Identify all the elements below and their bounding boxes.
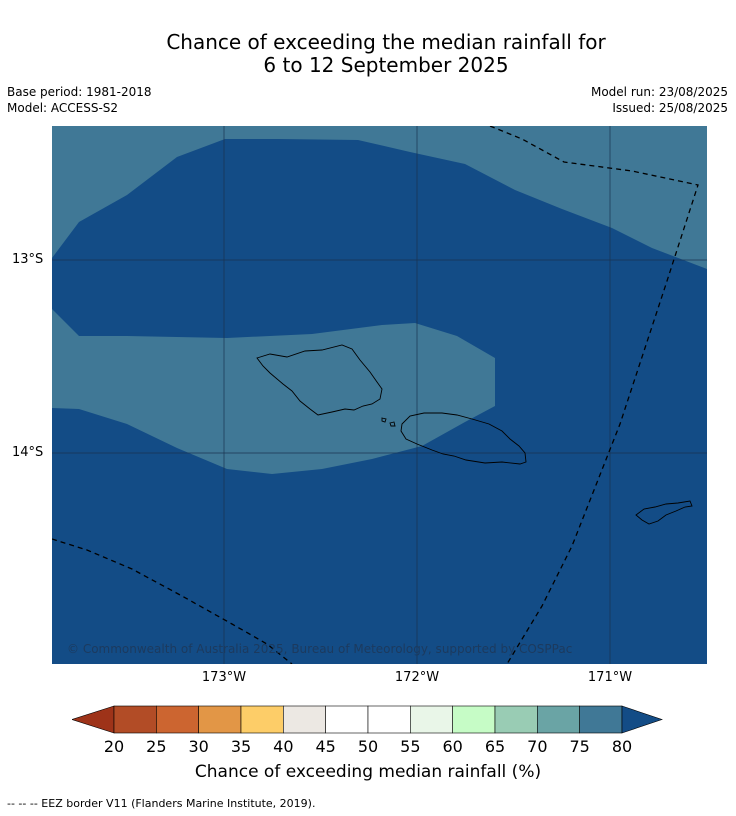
graticule — [52, 126, 707, 664]
colorbar-cell — [410, 705, 453, 734]
chart-title: Chance of exceeding the median rainfall … — [0, 31, 736, 77]
manono-islet — [389, 421, 396, 427]
colorbar-cell — [198, 705, 242, 734]
colorbar-label: Chance of exceeding median rainfall (%) — [194, 762, 542, 782]
band-75-80-central — [52, 309, 495, 474]
eez-border — [52, 126, 699, 664]
colorbar-tick-label: 40 — [273, 737, 294, 756]
lat-label-13s: 13°S — [12, 252, 44, 267]
meta-left: Base period: 1981-2018 Model: ACCESS-S2 — [7, 84, 152, 116]
colorbar-cell — [579, 705, 623, 734]
colorbar-tick-label: 45 — [315, 737, 336, 756]
lon-label-173w: 173°W — [201, 670, 247, 685]
colorbar-cell — [283, 705, 326, 734]
band-75-80-north — [52, 126, 707, 269]
base-period: Base period: 1981-2018 — [7, 85, 152, 99]
colorbar-cell — [494, 705, 538, 734]
colorbar-cell — [452, 705, 496, 734]
tutuila-island — [635, 500, 693, 525]
colorbar-tick-label: 25 — [146, 737, 167, 756]
meta-right: Model run: 23/08/2025 Issued: 25/08/2025 — [591, 84, 728, 116]
colorbar-tick-label: 70 — [527, 737, 548, 756]
colorbar-cell — [367, 705, 411, 734]
title-line-2: 6 to 12 September 2025 — [263, 53, 509, 77]
forecast-map[interactable] — [52, 126, 707, 664]
issued-date: Issued: 25/08/2025 — [612, 101, 728, 115]
colorbar-cell — [156, 705, 199, 734]
model-run: Model run: 23/08/2025 — [590, 85, 728, 99]
title-line-1: Chance of exceeding the median rainfall … — [166, 30, 606, 54]
apolima-islet — [381, 417, 387, 423]
colorbar-cell — [113, 705, 157, 734]
eez-footnote: -- -- -- EEZ border V11 (Flanders Marine… — [7, 797, 316, 810]
colorbar-cell — [240, 705, 284, 734]
colorbar-cell — [537, 705, 580, 734]
colorbar-tick-label: 60 — [442, 737, 463, 756]
colorbar-tick-label: 20 — [103, 737, 125, 756]
colorbar-tick-label: 75 — [569, 737, 590, 756]
model-name: Model: ACCESS-S2 — [7, 101, 119, 115]
colorbar-tick-label: 30 — [188, 737, 209, 756]
lon-label-171w: 171°W — [587, 670, 633, 685]
colorbar-tick-label: 35 — [230, 737, 252, 756]
colorbar-tick-label: 50 — [357, 737, 379, 756]
colorbar-tick-label: 55 — [400, 737, 421, 756]
copyright-notice: © Commonwealth of Australia 2025, Bureau… — [67, 642, 573, 656]
lat-label-14s: 14°S — [12, 445, 44, 460]
savaii-island — [256, 344, 383, 416]
upolu-island — [400, 412, 527, 465]
colorbar-upper-extend — [621, 705, 663, 734]
colorbar-tick-label: 80 — [611, 737, 633, 756]
colorbar-svg — [71, 705, 663, 734]
lon-label-172w: 172°W — [394, 670, 440, 685]
colorbar-lower-extend — [71, 705, 115, 734]
map-svg — [52, 126, 707, 664]
colorbar — [71, 705, 664, 739]
colorbar-cell — [325, 705, 369, 734]
colorbar-tick-label: 65 — [484, 737, 506, 756]
